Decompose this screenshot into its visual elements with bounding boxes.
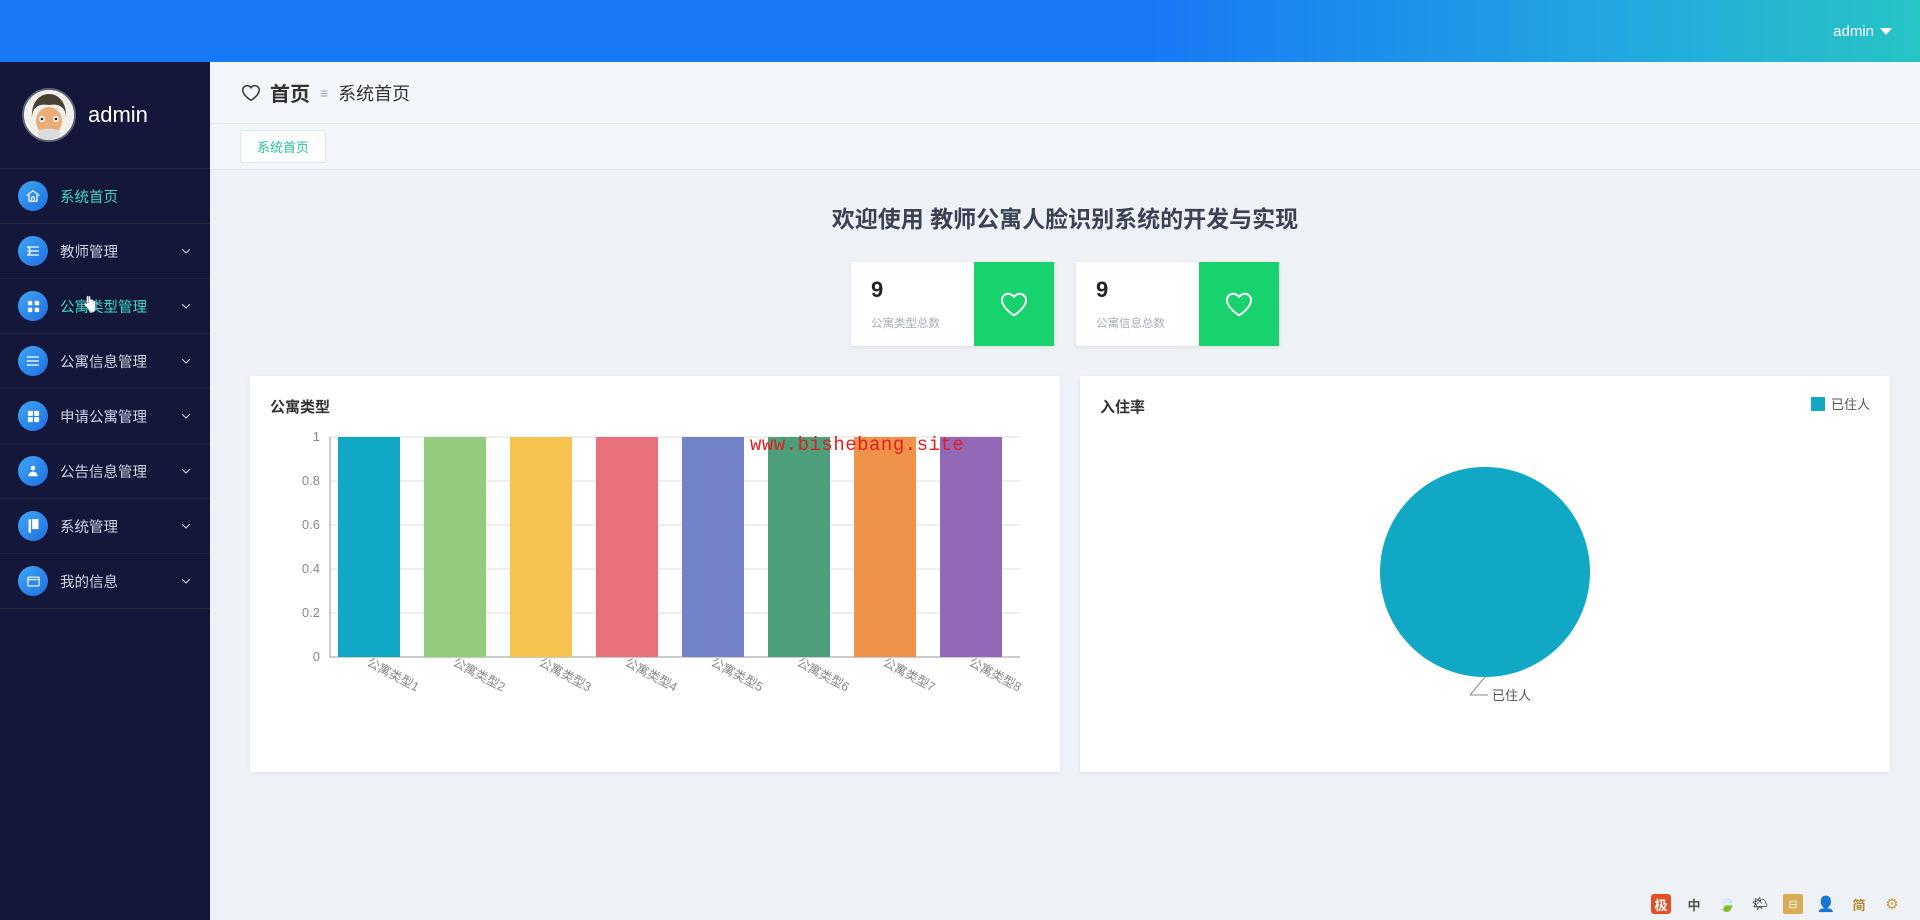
svg-text:0.4: 0.4 [302, 561, 320, 576]
svg-text:公寓类型5: 公寓类型5 [709, 654, 766, 694]
svg-text:公寓类型3: 公寓类型3 [537, 654, 594, 694]
svg-text:公寓类型6: 公寓类型6 [795, 654, 852, 694]
svg-text:公寓类型2: 公寓类型2 [451, 654, 508, 694]
svg-text:已住人: 已住人 [1492, 688, 1531, 703]
svg-text:0.8: 0.8 [302, 473, 320, 488]
svg-text:公寓类型4: 公寓类型4 [623, 654, 680, 694]
svg-text:公寓类型7: 公寓类型7 [881, 654, 938, 694]
svg-text:公寓类型1: 公寓类型1 [365, 654, 422, 694]
svg-text:0.6: 0.6 [302, 517, 320, 532]
svg-text:0: 0 [313, 649, 320, 664]
svg-text:0.2: 0.2 [302, 605, 320, 620]
svg-text:1: 1 [313, 429, 320, 444]
svg-text:公寓类型8: 公寓类型8 [967, 654, 1024, 694]
